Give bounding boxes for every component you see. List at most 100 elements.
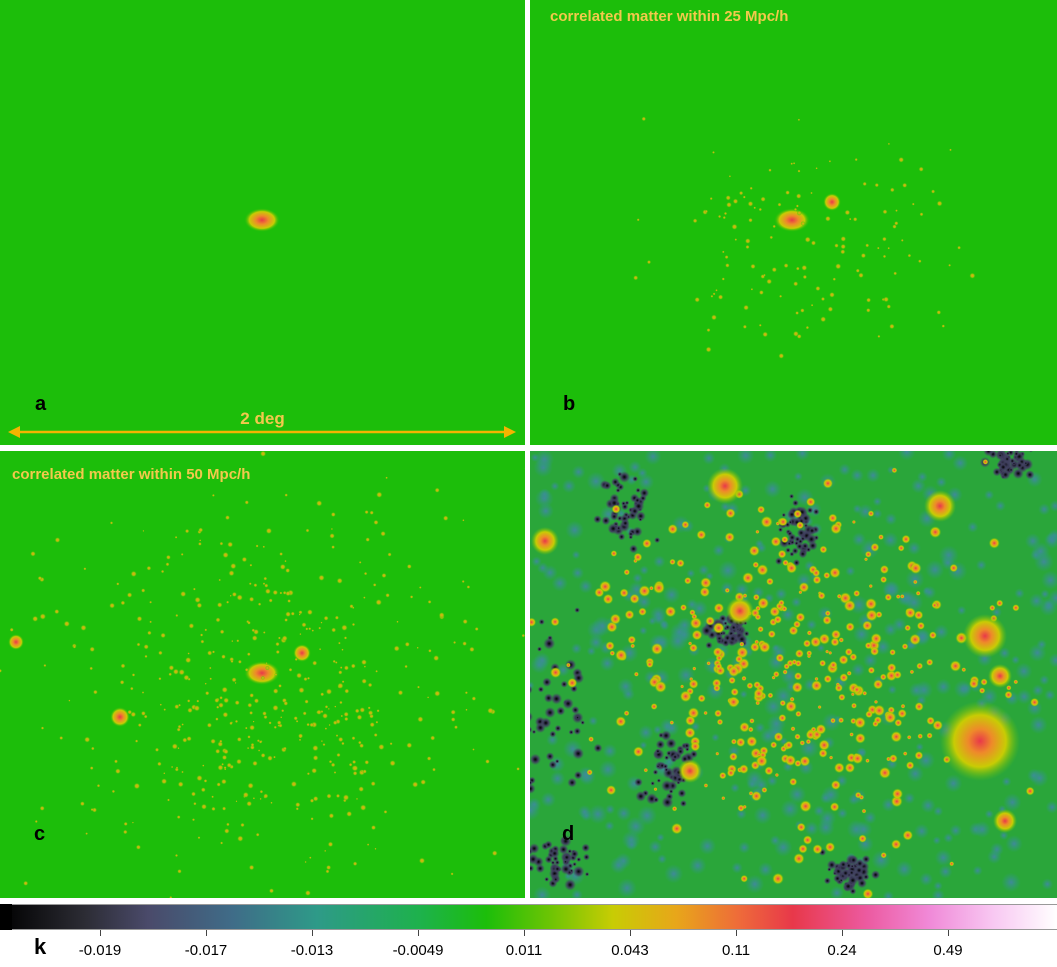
halo-dot [221,806,227,811]
halo-dot [230,659,234,664]
halo-dot [738,841,751,854]
halo-dot [469,646,475,653]
halo-dot [288,667,293,672]
halo-dot [558,844,569,855]
halo-dot [168,672,173,677]
halo-dot [618,533,626,541]
halo-dot [652,612,666,625]
halo-dot [984,490,995,500]
halo-dot [745,874,765,894]
halo-dot [196,699,200,703]
halo-dot [911,202,915,206]
halo-dot [703,710,708,716]
halo-dot [607,522,619,535]
halo-dot [219,695,224,700]
halo-dot [389,759,396,767]
halo-dot [226,762,232,768]
halo-dot [817,591,826,600]
colorbar-tick-label: 0.11 [721,942,751,959]
halo-dot [320,692,325,697]
halo-dot [68,699,71,702]
halo-dot [747,200,754,207]
halo-dot [426,756,432,761]
halo-dot [734,238,738,242]
halo-dot [287,599,292,603]
halo-dot [689,643,698,653]
halo-dot [795,193,802,200]
halo-dot [646,259,652,265]
halo-dot [804,821,819,836]
halo-dot [140,588,146,593]
halo-dot [404,664,408,669]
halo-dot [748,791,754,796]
halo-dot [215,717,219,721]
halo-dot [788,785,807,804]
scale-label: 2 deg [240,409,285,428]
halo-dot [562,852,572,862]
halo-dot [218,702,224,709]
colorbar-tick-label: -0.019 [78,942,122,959]
halo-dot [216,782,221,787]
halo-dot [685,715,696,726]
halo-dot [838,717,845,724]
halo-dot [462,519,465,522]
halo-dot [572,865,585,878]
halo-dot [884,711,897,724]
halo-dot [278,683,282,688]
halo-dot [909,633,921,646]
halo-dot [192,587,196,591]
halo-dot [285,611,292,618]
halo-dot [143,714,148,719]
panel-a-letter: a [35,393,47,415]
halo-dot [753,806,772,825]
halo-dot [633,275,639,281]
halo-dot [914,610,924,620]
halo-dot [260,752,266,758]
halo-dot [570,849,579,859]
halo-dot [217,764,224,771]
halo-dot [804,236,811,243]
halo-dot [627,635,636,644]
halo-dot [775,557,783,565]
halo-dot [180,552,184,556]
halo-dot [533,886,551,898]
halo-dot [573,727,582,735]
halo-dot [211,650,216,654]
halo-dot [186,699,191,703]
halo-dot [967,521,979,533]
halo-dot [304,889,311,897]
halo-dot [653,787,658,792]
halo-dot [838,463,851,476]
halo-dot [718,560,738,581]
halo-dot [831,629,841,640]
halo-dot [165,554,171,560]
halo-dot [783,663,790,670]
panel-d: d [530,451,1057,898]
halo-dot [605,804,616,815]
halo-dot [969,272,976,279]
central-cluster [774,208,810,232]
halo-dot [334,705,337,708]
halo-dot [593,743,603,753]
halo-dot [898,451,916,461]
halo-dot [174,535,178,539]
halo-dot [975,559,987,571]
halo-dot [894,221,899,226]
halo-dot [320,740,323,743]
halo-dot [373,732,378,738]
halo-dot [936,309,942,315]
halo-dot [620,518,630,528]
halo-dot [364,509,369,515]
halo-dot [815,285,821,292]
halo-dot [818,748,828,758]
halo-dot [783,263,789,269]
halo-dot [163,708,167,711]
halo-dot [864,642,872,650]
halo-dot [773,732,784,742]
halo-dot [774,772,779,778]
halo-dot [653,582,665,594]
halo-dot [248,582,252,586]
halo-dot [260,675,265,680]
halo-dot [757,597,769,609]
halo-dot [730,738,737,745]
